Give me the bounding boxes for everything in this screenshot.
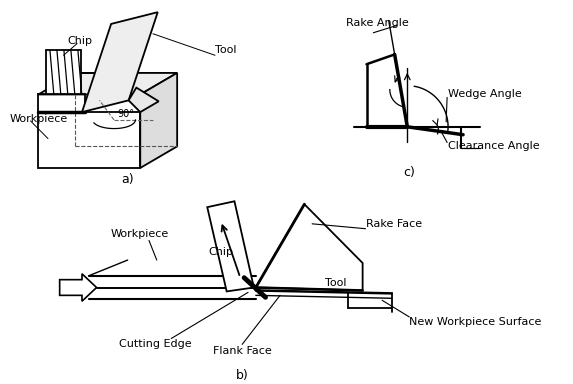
Text: 90°: 90° <box>117 109 134 119</box>
Text: Tool: Tool <box>215 45 237 55</box>
Polygon shape <box>38 73 177 94</box>
Text: Chip: Chip <box>68 36 92 46</box>
Text: Rake Angle: Rake Angle <box>346 18 409 28</box>
Polygon shape <box>207 201 254 291</box>
Text: Chip: Chip <box>209 247 233 257</box>
Text: Clearance Angle: Clearance Angle <box>448 141 540 151</box>
Text: New Workpiece Surface: New Workpiece Surface <box>409 317 541 327</box>
Text: Workpiece: Workpiece <box>9 114 68 124</box>
Polygon shape <box>82 12 158 112</box>
Text: b): b) <box>236 369 249 382</box>
Text: Rake Face: Rake Face <box>366 219 422 229</box>
Text: c): c) <box>403 166 415 179</box>
Polygon shape <box>256 204 363 290</box>
Text: Workpiece: Workpiece <box>110 228 168 238</box>
Text: Cutting Edge: Cutting Edge <box>119 339 191 349</box>
Polygon shape <box>128 88 159 112</box>
Text: Tool: Tool <box>325 278 346 288</box>
Text: a): a) <box>121 173 134 186</box>
Text: Flank Face: Flank Face <box>213 346 272 356</box>
Polygon shape <box>38 94 140 168</box>
Polygon shape <box>60 274 97 301</box>
Polygon shape <box>46 50 81 94</box>
Text: Wedge Angle: Wedge Angle <box>448 89 522 99</box>
Polygon shape <box>140 73 177 168</box>
